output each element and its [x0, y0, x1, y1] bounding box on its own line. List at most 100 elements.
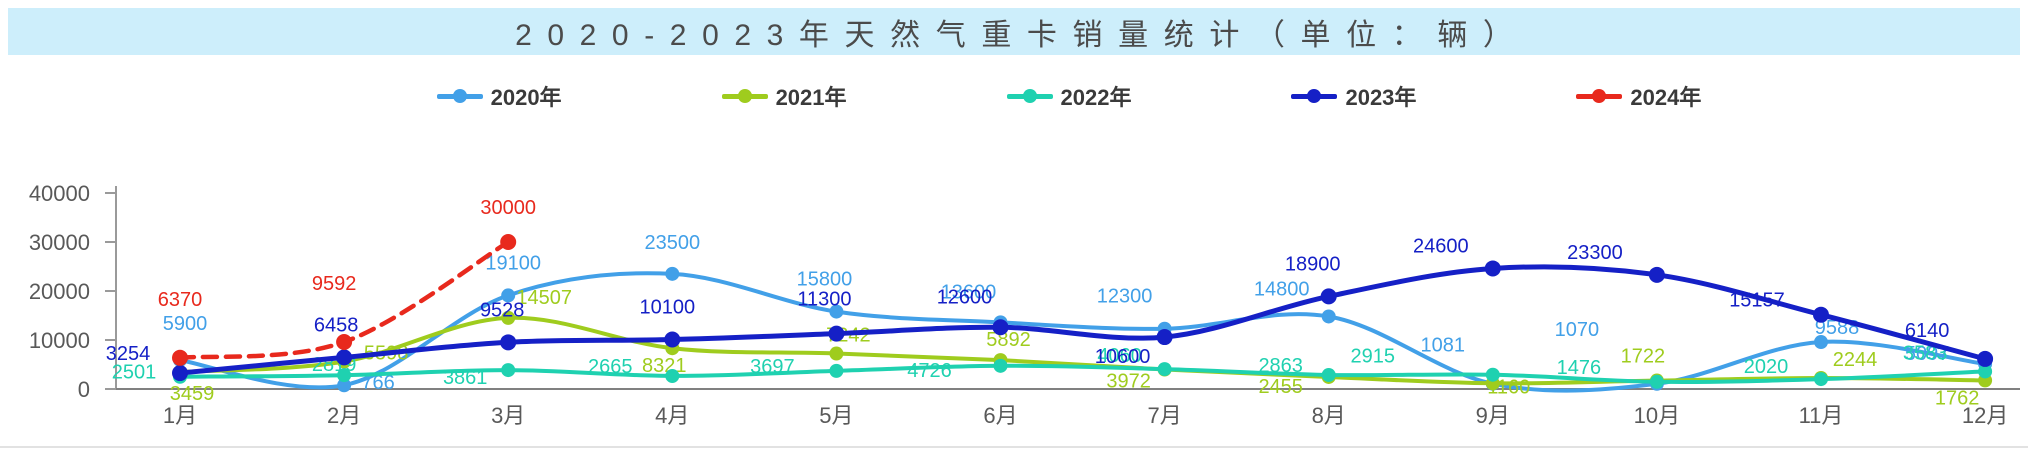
legend-line-marker-icon — [1576, 89, 1623, 103]
data-label-2020年: 14800 — [1254, 278, 1310, 300]
data-point-2022年 — [1978, 364, 1993, 379]
data-label-2024年: 30000 — [480, 197, 536, 219]
data-point-2022年 — [501, 363, 516, 378]
data-label-2021年: 2244 — [1833, 349, 1878, 371]
data-label-2024年: 6370 — [158, 289, 203, 311]
data-point-2021年 — [829, 346, 844, 361]
legend-label: 2024年 — [1630, 85, 1702, 110]
data-label-2022年: 2020 — [1744, 356, 1789, 378]
data-label-2022年: 3697 — [750, 356, 795, 378]
x-tick-label: 2月 — [327, 403, 361, 428]
data-point-2020年 — [1814, 335, 1828, 350]
data-label-2020年: 5900 — [163, 313, 208, 335]
data-label-2021年: 14507 — [516, 287, 572, 309]
title-bar: 2020-2023年天然气重卡销量统计（单位：辆） — [8, 8, 2020, 55]
data-point-2023年 — [500, 334, 517, 351]
series-line-2022年 — [178, 363, 1988, 384]
data-label-2023年: 9528 — [480, 299, 525, 321]
data-label-2020年: 1070 — [1555, 319, 1600, 341]
data-label-2020年: 12300 — [1097, 286, 1153, 308]
y-tick-label: 0 — [78, 377, 90, 402]
data-label-2021年: 1722 — [1621, 346, 1666, 368]
sales-line-chart: 0 10000 20000 30000 40000 1月 2月 3月 4月 5月 6月 7月 8月 9月 1… — [0, 181, 2028, 448]
data-point-2022年 — [829, 363, 844, 378]
data-point-2022年 — [1814, 372, 1828, 387]
data-label-2020年: 13600 — [941, 281, 997, 303]
data-point-2023年 — [828, 325, 845, 342]
data-label-2023年: 24600 — [1413, 235, 1469, 257]
y-tick-label: 30000 — [29, 230, 90, 255]
data-point-2023年 — [664, 331, 681, 348]
data-label-2023年: 10100 — [639, 297, 695, 319]
x-tick-label: 11月 — [1799, 403, 1844, 428]
data-label-2021年: 1160 — [1487, 376, 1530, 398]
legend-item-2021年: 2021年 — [721, 80, 847, 112]
legend-dot-icon — [1307, 89, 1322, 103]
legend: 2020年 2021年 2022年 2023年 2024年 — [55, 80, 2028, 112]
data-point-2023年 — [172, 365, 188, 382]
legend-dot-icon — [1592, 89, 1607, 103]
x-tick-label: 7月 — [1147, 403, 1181, 428]
series-line-2023年 — [177, 264, 1988, 376]
x-tick-label: 12月 — [1962, 403, 2008, 428]
data-point-2024年 — [500, 234, 517, 250]
data-label-2021年: 5892 — [986, 329, 1031, 351]
data-label-2022年: 2915 — [1351, 346, 1396, 368]
data-label-2021年: 3459 — [170, 383, 215, 405]
data-point-2023年 — [1484, 260, 1501, 277]
x-tick-label: 4月 — [655, 403, 689, 428]
x-tick-label: 8月 — [1312, 403, 1346, 428]
data-label-2023年: 12600 — [937, 286, 993, 308]
legend-line-marker-icon — [436, 89, 483, 103]
legend-label: 2023年 — [1345, 85, 1417, 110]
data-label-2023年: 6140 — [1905, 320, 1950, 342]
data-label-2020年: 15800 — [797, 269, 853, 291]
data-label-2023年: 23300 — [1567, 242, 1623, 264]
x-tick-label: 1月 — [163, 403, 197, 428]
data-label-2022年: 2665 — [588, 356, 633, 378]
chart-title: 2020-2023年天然气重卡销量统计（单位：辆） — [515, 18, 1529, 52]
data-label-2023年: 6458 — [314, 314, 359, 336]
data-point-2023年 — [1156, 329, 1173, 346]
data-point-2022年 — [1649, 374, 1664, 389]
legend-dot-icon — [452, 89, 467, 103]
legend-item-2024年: 2024年 — [1576, 80, 1701, 112]
data-point-2020年 — [665, 266, 680, 281]
data-label-2020年: 23500 — [644, 232, 700, 254]
data-label-2020年: 1081 — [1421, 335, 1466, 357]
data-label-2021年: 1762 — [1935, 387, 1980, 409]
data-point-2023年 — [992, 319, 1009, 336]
data-label-2021年: 2455 — [1258, 376, 1303, 398]
data-point-2023年 — [1648, 266, 1665, 283]
legend-label: 2021年 — [775, 85, 847, 110]
y-tick-label: 20000 — [29, 279, 90, 304]
data-label-2022年: 1476 — [1557, 357, 1602, 379]
data-point-2022年 — [1485, 367, 1500, 382]
legend-line-marker-icon — [721, 89, 768, 103]
data-label-2022年: 4060 — [1097, 345, 1142, 367]
data-point-2022年 — [993, 358, 1008, 373]
legend-label: 2022年 — [1060, 85, 1132, 110]
data-point-2022年 — [665, 368, 680, 383]
data-point-2023年 — [1977, 350, 1994, 367]
x-tick-label: 5月 — [819, 403, 853, 428]
data-label-2023年: 3254 — [106, 343, 151, 365]
data-label-2023年: 18900 — [1285, 253, 1341, 275]
data-label-2021年: 3972 — [1106, 371, 1151, 393]
data-label-2022年: 2501 — [112, 362, 157, 384]
data-point-2020年 — [1321, 309, 1336, 324]
data-point-2023年 — [336, 349, 353, 366]
data-point-2020年 — [829, 304, 844, 319]
y-tick-label: 40000 — [29, 181, 90, 206]
data-label-2022年: 2863 — [1258, 355, 1303, 377]
x-tick-label: 3月 — [491, 403, 525, 428]
data-label-2023年: 11300 — [797, 289, 851, 311]
data-label-2022年: 3861 — [443, 367, 488, 389]
data-point-2023年 — [1320, 288, 1337, 305]
data-point-2020年 — [501, 288, 516, 303]
data-label-2023年: 15157 — [1729, 290, 1785, 312]
legend-dot-icon — [1022, 89, 1037, 103]
x-tick-label: 9月 — [1476, 403, 1510, 428]
data-point-2022年 — [1321, 367, 1336, 382]
